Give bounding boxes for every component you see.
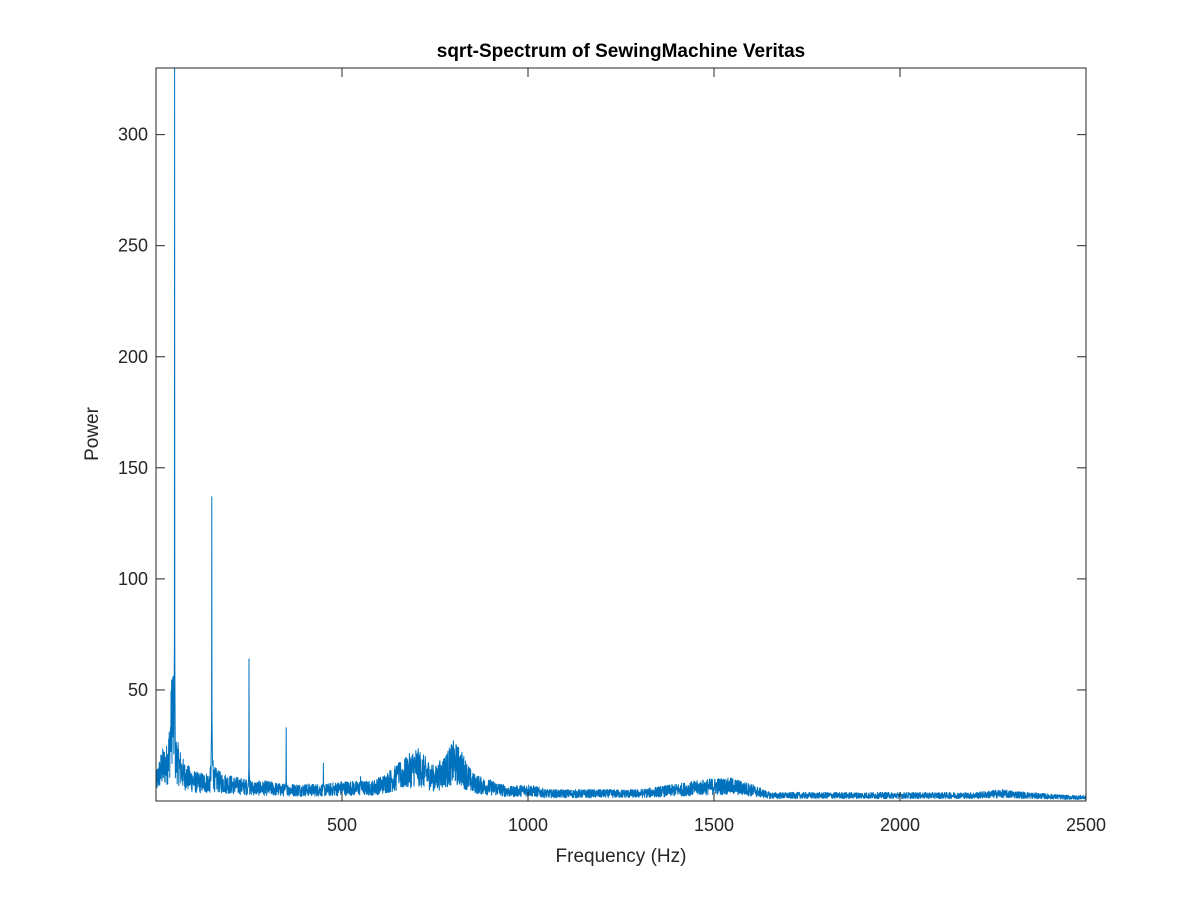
x-axis-label: Frequency (Hz) — [556, 846, 687, 867]
chart-title: sqrt-Spectrum of SewingMachine Veritas — [437, 41, 805, 62]
x-tick-label: 1500 — [694, 815, 734, 835]
x-tick-label: 500 — [327, 815, 357, 835]
series-layer — [155, 67, 1087, 800]
x-tick-label: 2500 — [1066, 815, 1106, 835]
x-axis: 500 1000 1500 2000 2500 — [327, 68, 1106, 835]
y-axis: 50 100 150 200 250 300 — [118, 125, 1086, 700]
y-tick-label: 50 — [128, 680, 148, 700]
x-tick-label: 1000 — [508, 815, 548, 835]
y-tick-label: 200 — [118, 347, 148, 367]
y-tick-label: 300 — [118, 125, 148, 145]
y-tick-label: 100 — [118, 569, 148, 589]
x-tick-label: 2000 — [880, 815, 920, 835]
y-axis-label: Power — [82, 406, 103, 461]
y-tick-label: 250 — [118, 236, 148, 256]
axes-frame — [155, 67, 1087, 802]
plot-area — [156, 68, 1086, 801]
spectrum-line — [155, 67, 1087, 800]
y-tick-label: 150 — [118, 458, 148, 478]
